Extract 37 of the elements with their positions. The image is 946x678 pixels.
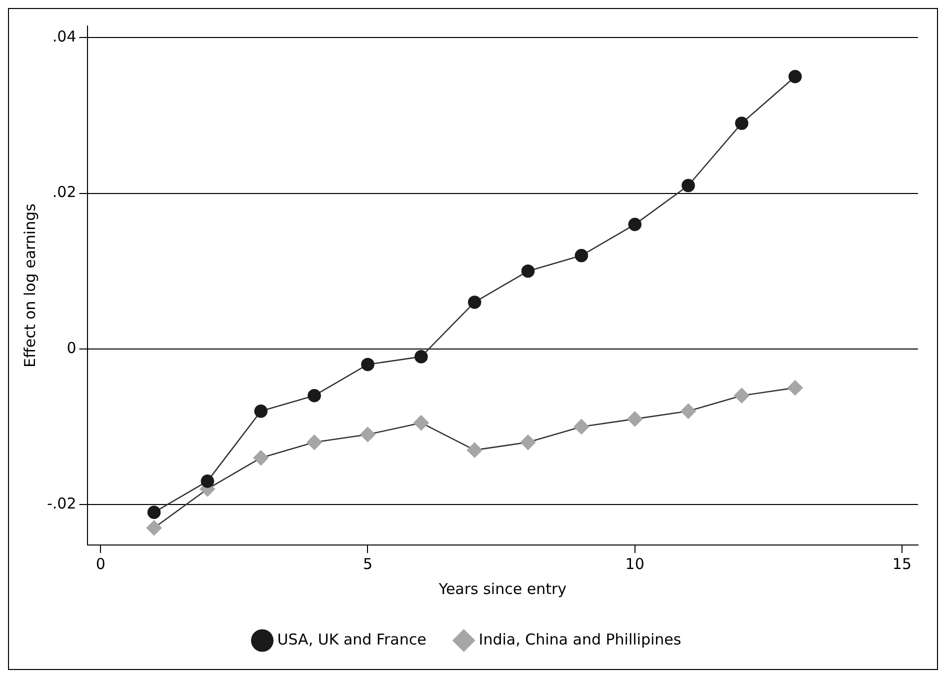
y-tick-label: .02 (52, 183, 76, 202)
point (306, 434, 322, 450)
point (574, 419, 590, 434)
point (308, 388, 321, 402)
y-tick-label: -.02 (46, 494, 76, 512)
point (253, 450, 269, 466)
point (735, 116, 748, 130)
point (414, 350, 428, 364)
point (360, 426, 376, 442)
y-tick-label: 0 (66, 338, 76, 357)
point (468, 296, 482, 309)
x-tick-label: 15 (892, 554, 912, 573)
point (466, 442, 482, 458)
x-tick-label: 10 (625, 554, 644, 573)
point (147, 506, 161, 519)
legend-label: India, China and Phillipines (478, 630, 682, 648)
x-tick-label: 5 (362, 554, 373, 573)
x-tick-label: 0 (96, 554, 106, 573)
point (254, 404, 268, 418)
point (574, 248, 588, 262)
point (521, 264, 535, 278)
point (361, 358, 374, 372)
y-axis-title: Effect on log earnings (20, 203, 39, 368)
point (788, 70, 802, 84)
point (627, 411, 643, 427)
point (520, 434, 536, 450)
point (734, 388, 750, 404)
point (414, 415, 429, 430)
point (680, 404, 696, 419)
point (628, 218, 642, 232)
x-axis-title: Years since entry (438, 580, 567, 598)
point (787, 380, 803, 396)
legend-label: USA, UK and France (277, 630, 426, 648)
y-tick-label: .04 (52, 28, 76, 46)
point (682, 178, 695, 192)
point (146, 520, 162, 536)
point (200, 474, 214, 488)
